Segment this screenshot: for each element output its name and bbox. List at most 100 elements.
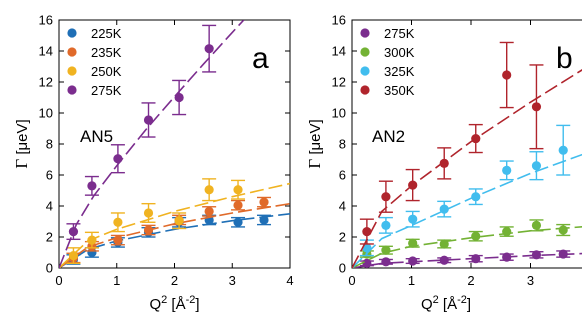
data-point bbox=[408, 238, 418, 248]
y-tick-label: 2 bbox=[46, 230, 53, 245]
data-point bbox=[502, 165, 512, 175]
data-point bbox=[558, 225, 568, 235]
data-point bbox=[68, 251, 79, 261]
data-point bbox=[381, 257, 391, 267]
data-point bbox=[471, 192, 481, 202]
y-tick-label: 14 bbox=[332, 44, 346, 59]
plot-area bbox=[352, 41, 582, 268]
x-tick-label: 4 bbox=[286, 273, 293, 288]
y-tick-label: 16 bbox=[39, 13, 53, 28]
data-point bbox=[113, 235, 123, 245]
data-point bbox=[439, 239, 449, 249]
legend-marker bbox=[360, 66, 370, 76]
y-tick-label: 4 bbox=[46, 199, 53, 214]
data-point bbox=[204, 44, 214, 54]
y-tick-label: 6 bbox=[339, 168, 346, 183]
data-point bbox=[502, 252, 512, 262]
data-point bbox=[558, 145, 568, 155]
series-250K bbox=[59, 178, 290, 268]
data-point bbox=[259, 197, 269, 207]
fit-line bbox=[59, 182, 290, 268]
legend-label: 300K bbox=[384, 45, 415, 60]
x-axis-label-part: -2 bbox=[186, 294, 196, 306]
legend-marker bbox=[360, 28, 370, 38]
x-axis-label-part: Q bbox=[149, 296, 161, 313]
data-point bbox=[87, 235, 97, 245]
x-axis-label-part: [Å bbox=[439, 296, 457, 313]
y-tick-label: 8 bbox=[339, 137, 346, 152]
legend-label: 325K bbox=[384, 64, 415, 79]
y-tick-label: 2 bbox=[339, 230, 346, 245]
series-275K bbox=[352, 249, 582, 268]
y-tick-label: 12 bbox=[332, 75, 346, 90]
data-point bbox=[471, 231, 481, 241]
x-axis-label-part: 2 bbox=[161, 294, 167, 306]
data-point bbox=[381, 245, 391, 255]
x-axis-label-part: ] bbox=[195, 296, 199, 313]
y-tick-label: 6 bbox=[46, 168, 53, 183]
series-300K bbox=[352, 219, 582, 268]
data-point bbox=[87, 181, 97, 191]
legend-label: 275K bbox=[384, 26, 415, 41]
data-point bbox=[113, 154, 123, 164]
plot-area bbox=[59, 20, 290, 268]
data-point bbox=[362, 258, 372, 268]
data-point bbox=[531, 102, 542, 112]
data-point bbox=[113, 217, 123, 227]
data-point bbox=[439, 158, 449, 168]
x-tick-label: 2 bbox=[467, 273, 474, 288]
legend-marker bbox=[67, 66, 77, 76]
data-point bbox=[531, 250, 542, 260]
data-point bbox=[558, 249, 568, 259]
y-tick-label: 4 bbox=[339, 199, 346, 214]
y-axis-symbol: Γ bbox=[305, 159, 324, 169]
panel-label: a bbox=[252, 42, 269, 75]
sample-label: AN2 bbox=[372, 127, 405, 146]
panel-label: b bbox=[556, 42, 573, 75]
y-tick-label: 14 bbox=[39, 44, 53, 59]
fit-line bbox=[352, 226, 582, 268]
data-point bbox=[471, 254, 481, 264]
fit-line bbox=[59, 20, 245, 268]
data-point bbox=[174, 92, 184, 103]
series-350K bbox=[352, 41, 582, 268]
legend-marker bbox=[67, 47, 77, 57]
data-point bbox=[531, 220, 542, 230]
legend-marker bbox=[360, 47, 370, 57]
legend-label: 235K bbox=[91, 45, 122, 60]
legend-label: 275K bbox=[91, 83, 122, 98]
data-point bbox=[143, 225, 154, 235]
x-axis-label-part: [Å bbox=[167, 296, 185, 313]
sample-label: AN5 bbox=[80, 127, 113, 146]
data-point bbox=[439, 255, 449, 265]
y-tick-label: 0 bbox=[339, 261, 346, 276]
data-point bbox=[381, 192, 391, 202]
data-point bbox=[439, 204, 449, 214]
x-tick-label: 3 bbox=[527, 273, 534, 288]
x-tick-label: 1 bbox=[408, 273, 415, 288]
legend-label: 225K bbox=[91, 26, 122, 41]
x-axis-label-part: -2 bbox=[457, 294, 467, 306]
x-tick-label: 0 bbox=[348, 273, 355, 288]
x-axis-label: Q2 [Å-2] bbox=[421, 294, 471, 313]
x-tick-label: 3 bbox=[229, 273, 236, 288]
y-tick-label: 8 bbox=[46, 137, 53, 152]
x-tick-label: 2 bbox=[171, 273, 178, 288]
x-tick-label: 0 bbox=[55, 273, 62, 288]
fit-line bbox=[59, 213, 290, 268]
data-point bbox=[259, 215, 269, 225]
x-axis-label-part: Q bbox=[421, 296, 433, 313]
data-point bbox=[233, 217, 243, 227]
legend-marker bbox=[67, 28, 77, 38]
data-point bbox=[174, 216, 184, 226]
y-axis-unit: [μeV] bbox=[307, 119, 324, 159]
data-point bbox=[408, 180, 418, 190]
legend-marker bbox=[360, 85, 370, 95]
data-point bbox=[233, 200, 243, 210]
y-axis-unit: [μeV] bbox=[14, 119, 31, 159]
data-point bbox=[204, 206, 214, 217]
y-tick-label: 10 bbox=[39, 106, 53, 121]
